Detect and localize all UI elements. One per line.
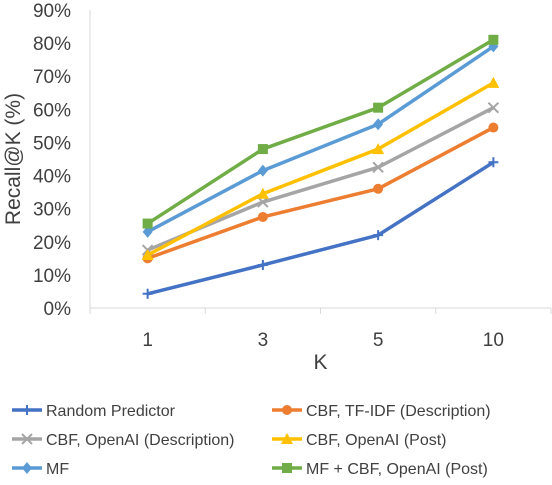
legend-item: CBF, TF-IDF (Description) (272, 403, 491, 420)
series-line (147, 160, 495, 296)
series-4 (141, 76, 500, 261)
y-tick-label: 70% (33, 67, 71, 88)
axes (89, 10, 552, 314)
x-tick-label: 10 (483, 330, 504, 351)
data-point (488, 34, 499, 45)
y-tick-label: 10% (33, 266, 71, 287)
legend-swatch-marker (22, 405, 32, 415)
legend: Random Predictor CBF, TF-IDF (Description… (12, 403, 491, 478)
y-tick-label: 50% (33, 133, 71, 154)
data-point (488, 157, 499, 168)
data-point (142, 288, 153, 299)
legend-label: CBF, OpenAI (Description) (46, 432, 235, 449)
data-point (373, 118, 384, 131)
series-5 (142, 40, 499, 238)
y-tick-label: 60% (33, 100, 71, 121)
y-tick-label: 30% (33, 200, 71, 221)
legend-item: MF + CBF, OpenAI (Post) (272, 461, 488, 478)
series-3 (141, 101, 500, 256)
data-point (257, 164, 268, 177)
series-1 (142, 157, 499, 299)
legend-item: Random Predictor (12, 403, 176, 420)
series-line (147, 125, 495, 260)
data-point (257, 259, 268, 270)
y-tick-label: 80% (33, 34, 71, 55)
y-tick-label: 20% (33, 233, 71, 254)
data-point (142, 225, 153, 238)
legend-swatch-marker (21, 433, 33, 445)
data-point (372, 143, 385, 155)
series-line (146, 44, 495, 234)
y-tick-label: 90% (33, 1, 71, 22)
data-point (142, 218, 153, 229)
legend-label: CBF, TF-IDF (Description) (306, 403, 491, 420)
legend-swatch-marker (281, 433, 293, 444)
x-tick-labels: 1 3 5 10 (142, 330, 504, 351)
legend-swatch-marker (22, 462, 32, 474)
legend-swatch-marker (282, 405, 292, 415)
legend-label: Random Predictor (46, 403, 176, 420)
data-point (256, 187, 269, 199)
data-point (373, 183, 384, 194)
legend-item: MF (12, 461, 69, 478)
data-point (373, 102, 384, 113)
data-point (257, 211, 268, 222)
legend-item: CBF, OpenAI (Description) (12, 432, 235, 449)
data-point (488, 122, 499, 133)
data-point (257, 144, 268, 155)
legend-swatch-marker (282, 463, 292, 473)
data-point (372, 161, 384, 173)
series-layer (141, 34, 500, 299)
y-tick-label: 40% (33, 167, 71, 188)
series-6 (142, 34, 499, 229)
legend-item: CBF, OpenAI (Post) (272, 432, 447, 449)
series-line (146, 81, 495, 257)
data-point (487, 101, 500, 114)
data-point (141, 249, 154, 261)
legend-label: MF (46, 461, 69, 478)
x-tick-label: 1 (142, 330, 153, 351)
data-point (487, 76, 500, 88)
x-tick-label: 5 (373, 330, 384, 351)
y-axis-title: Recall@K (%) (2, 93, 25, 225)
legend-label: MF + CBF, OpenAI (Post) (306, 461, 488, 478)
x-tick-label: 3 (258, 330, 269, 351)
y-tick-label: 0% (44, 299, 72, 320)
y-tick-labels: 0% 10% 20% 30% 40% 50% 60% 70% 80% 90% (33, 1, 71, 320)
legend-label: CBF, OpenAI (Post) (306, 432, 447, 449)
x-axis-title: K (313, 351, 327, 374)
data-point (373, 230, 384, 241)
series-line (146, 38, 495, 226)
